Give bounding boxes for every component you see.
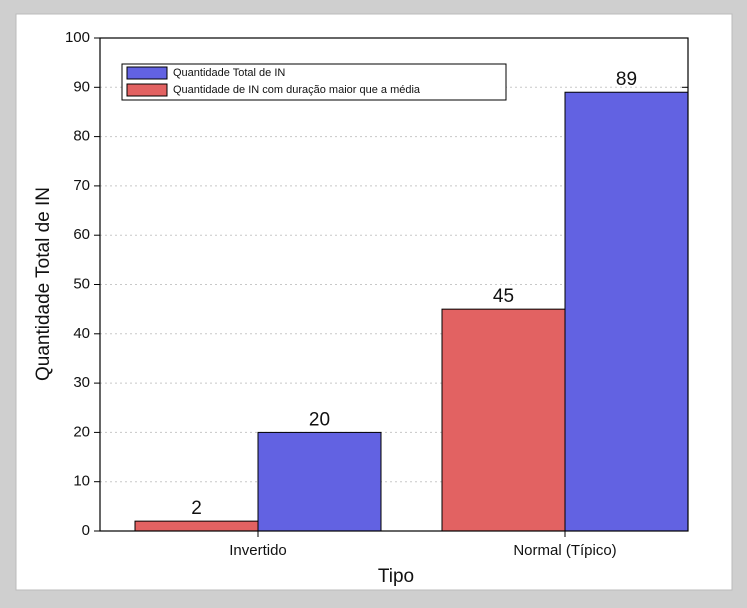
legend-label: Quantidade de IN com duração maior que a… [173,84,421,96]
value-label: 89 [616,69,637,90]
plot-frame [99,37,689,532]
y-tick-label: 70 [73,177,90,194]
y-tick-label: 100 [65,29,90,46]
value-label: 45 [493,286,514,307]
bar [134,520,259,532]
legend-swatch [126,83,168,97]
value-label: 20 [309,409,330,430]
y-tick-label: 30 [73,374,90,391]
y-tick-label: 0 [82,522,90,539]
value-label: 2 [191,498,202,519]
x-tick-label: Invertido [229,542,287,559]
legend-swatch [126,66,168,80]
y-tick-label: 40 [73,325,90,342]
x-tick-label: Normal (Típico) [513,542,616,559]
y-tick-label: 90 [73,78,90,95]
y-axis-label: Quantidade Total de IN [33,187,54,381]
y-tick-label: 10 [73,473,90,490]
bar [257,431,382,532]
y-tick-label: 20 [73,423,90,440]
y-tick-label: 60 [73,226,90,243]
legend-label: Quantidade Total de IN [173,67,285,79]
y-tick-label: 80 [73,128,90,145]
bar [441,308,566,532]
y-tick-label: 50 [73,275,90,292]
bar [564,91,689,532]
legend-box [121,63,507,101]
x-axis-label: Tipo [378,566,414,587]
